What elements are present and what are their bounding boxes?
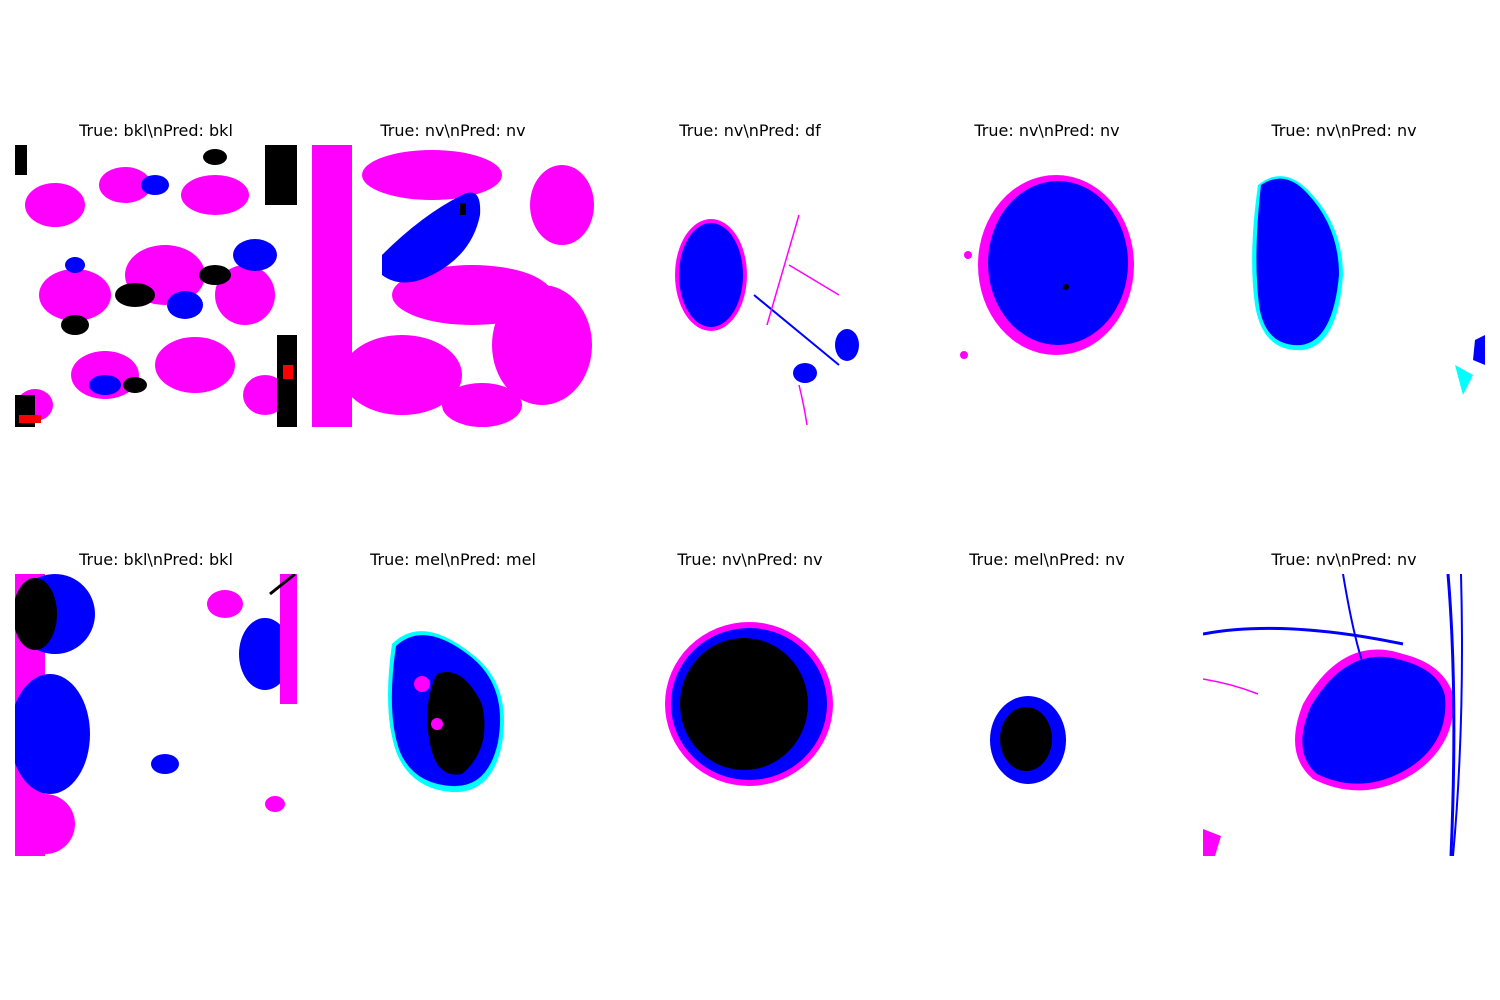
panel-title: True: bkl\nPred: bkl [79, 121, 233, 140]
panel-title: True: nv\nPred: df [679, 121, 821, 140]
lesion-image [15, 145, 297, 427]
panel-title: True: mel\nPred: nv [969, 550, 1125, 569]
panel-title: True: nv\nPred: nv [1271, 121, 1417, 140]
panel-title: True: bkl\nPred: bkl [79, 550, 233, 569]
lesion-image [1203, 574, 1485, 856]
lesion-image [1203, 145, 1485, 427]
lesion-image [609, 574, 891, 856]
panel-title: True: nv\nPred: nv [380, 121, 526, 140]
panel-title: True: nv\nPred: nv [677, 550, 823, 569]
lesion-image [312, 145, 594, 427]
lesion-image [906, 574, 1188, 856]
panel-title: True: mel\nPred: mel [370, 550, 536, 569]
lesion-image [15, 574, 297, 856]
panel-title: True: nv\nPred: nv [974, 121, 1120, 140]
lesion-image [906, 145, 1188, 427]
panel-title: True: nv\nPred: nv [1271, 550, 1417, 569]
lesion-image [609, 145, 891, 427]
lesion-image [312, 574, 594, 856]
